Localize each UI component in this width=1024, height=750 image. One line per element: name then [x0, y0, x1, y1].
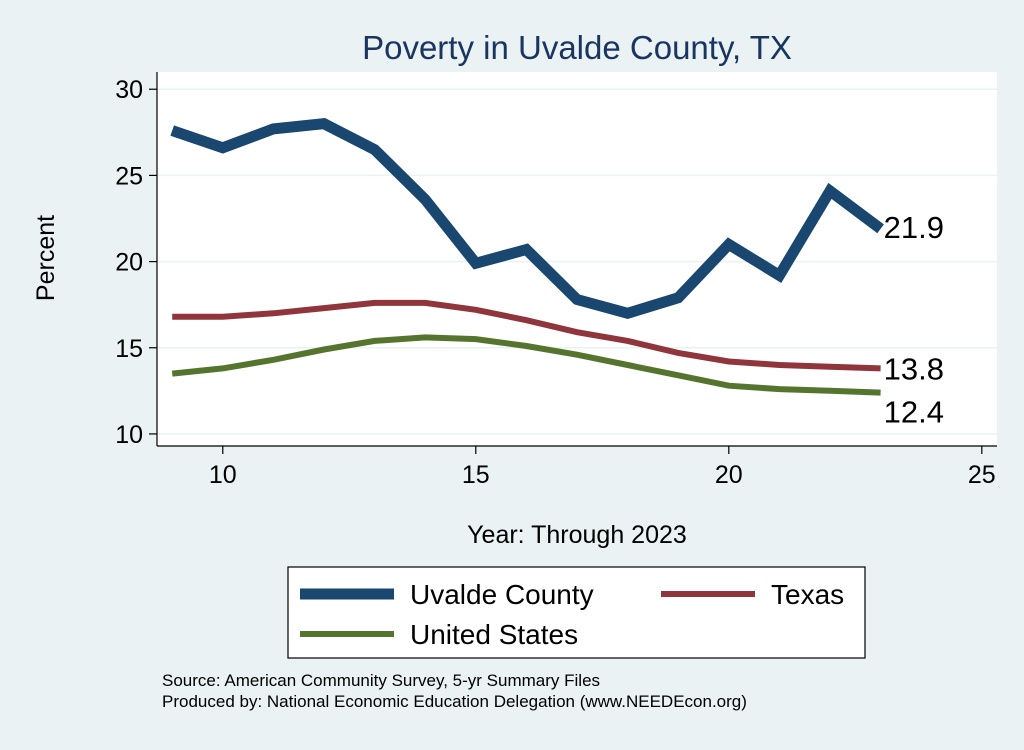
legend-label-texas: Texas	[771, 579, 844, 610]
x-tick-label-25: 25	[968, 461, 996, 489]
y-axis-label: Percent	[32, 215, 60, 301]
x-tick-label-15: 15	[462, 461, 490, 489]
x-axis-label: Year: Through 2023	[467, 521, 687, 549]
y-tick-label-20: 20	[115, 249, 143, 277]
y-tick-label-25: 25	[115, 162, 143, 190]
chart-title: Poverty in Uvalde County, TX	[362, 29, 792, 66]
producer-note: Produced by: National Economic Education…	[162, 692, 747, 712]
end-label-uvalde-county: 21.9	[884, 210, 944, 245]
y-tick-label-15: 15	[115, 335, 143, 363]
x-tick-label-10: 10	[209, 461, 237, 489]
end-label-united-states: 12.4	[884, 395, 944, 430]
y-tick-label-30: 30	[115, 76, 143, 104]
legend-label-uvalde-county: Uvalde County	[410, 579, 594, 610]
end-label-texas: 13.8	[884, 351, 944, 386]
source-note: Source: American Community Survey, 5-yr …	[162, 671, 600, 691]
x-tick-label-20: 20	[715, 461, 743, 489]
y-tick-label-10: 10	[115, 421, 143, 449]
legend-label-united-states: United States	[410, 619, 578, 650]
